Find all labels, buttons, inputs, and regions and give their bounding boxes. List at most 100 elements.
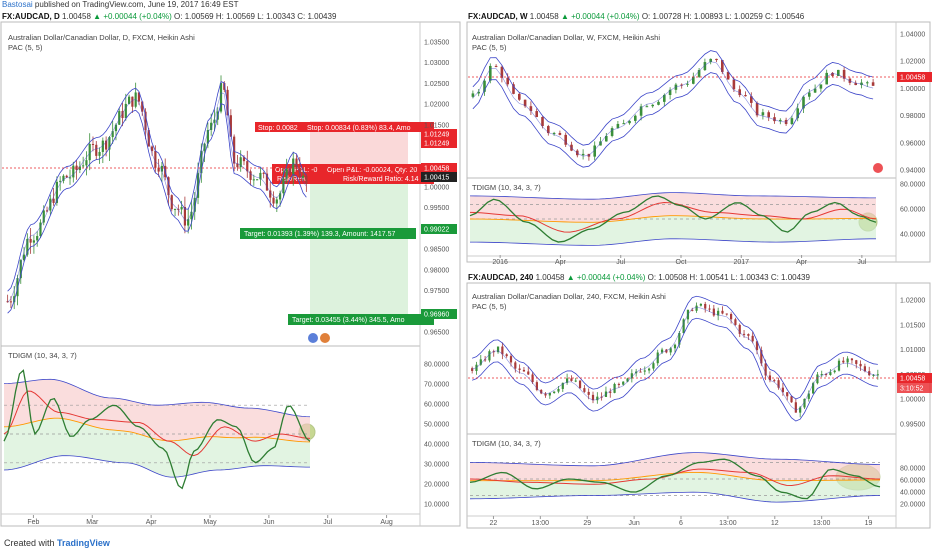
- pl-text-2: Open P&L: -0.00024, Qty: 20: [327, 167, 417, 174]
- left-panel-header: FX:AUDCAD, D 1.00458 ▲ +0.00044 (+0.04%)…: [2, 11, 462, 22]
- left-price-tag: [421, 224, 457, 234]
- h4-candle-body: [566, 378, 569, 383]
- left-ind-tick-label: 60.0000: [424, 402, 449, 409]
- stop-text-2: Stop: 0.00834 (0.83%) 83.4, Amo: [307, 125, 411, 132]
- left-candle-body: [265, 173, 269, 191]
- left-candle-body: [131, 96, 134, 107]
- weekly-ind-tick-label: 40.0000: [900, 232, 925, 239]
- left-candle-body: [275, 199, 278, 204]
- stop-box-1[interactable]: [255, 122, 305, 132]
- h4-candle-body: [583, 388, 586, 392]
- weekly-candle-body: [616, 123, 620, 129]
- h4-candle-body: [846, 358, 849, 363]
- h4-change: ▲ +0.00044 (+0.04%): [566, 273, 646, 282]
- weekly-time-label: 2017: [733, 259, 749, 266]
- h4-candle-body: [574, 380, 577, 382]
- left-price-tick-label: 0.98000: [424, 267, 449, 274]
- left-symbol[interactable]: FX:AUDCAD, D: [2, 12, 60, 21]
- left-price-tag: [421, 138, 457, 148]
- left-candle-body: [236, 163, 239, 168]
- left-candle-body: [154, 150, 157, 168]
- h4-pac-mid: [472, 306, 878, 411]
- h4-price-tag-label: 1.00458: [900, 376, 925, 383]
- h4-candle-body: [803, 398, 806, 408]
- weekly-time-label: Apr: [796, 259, 808, 266]
- left-candle-body: [121, 111, 124, 119]
- left-candle-body: [229, 115, 232, 137]
- h4-candle-body: [777, 380, 780, 388]
- target-box-1[interactable]: [240, 228, 416, 239]
- left-candle-body: [157, 167, 160, 172]
- left-candle-body: [160, 165, 164, 172]
- weekly-candle-body: [605, 135, 608, 142]
- weekly-candle-body: [686, 83, 689, 85]
- weekly-price-tick-label: 0.96000: [900, 140, 925, 147]
- left-candle-body: [55, 181, 58, 203]
- h4-price-tick-label: 1.00000: [900, 397, 925, 404]
- weekly-candle-body: [773, 117, 776, 122]
- author-link[interactable]: Bastosai: [2, 0, 33, 9]
- h4-ind-tick-label: 20.0000: [900, 502, 925, 509]
- left-ind-tick-label: 10.0000: [424, 502, 449, 509]
- left-candle-body: [118, 111, 121, 125]
- target-box-2[interactable]: [288, 314, 434, 325]
- stop-box-2[interactable]: [304, 122, 434, 132]
- weekly-candle-body: [494, 65, 498, 67]
- left-candle-body: [210, 122, 213, 130]
- h4-candle-body: [855, 360, 858, 364]
- left-pac-label: PAC (5, 5): [8, 43, 43, 52]
- event-flag-2[interactable]: [320, 333, 330, 343]
- weekly-time-label: Oct: [676, 259, 687, 266]
- target-text-2: Target: 0.03455 (3.44%) 345.5, Amo: [292, 317, 405, 324]
- h4-candle-body: [872, 374, 875, 376]
- h4-pac-upper: [472, 295, 878, 400]
- charts-canvas[interactable]: Australian Dollar/Canadian Dollar, D, FX…: [0, 0, 932, 536]
- h4-candle-body: [527, 371, 530, 375]
- weekly-candle-body: [726, 71, 730, 80]
- left-time-label: Mar: [86, 519, 99, 526]
- left-candle-body: [59, 180, 62, 182]
- left-candle-body: [278, 193, 282, 200]
- event-flag-1[interactable]: [308, 333, 318, 343]
- weekly-price-tag: [897, 72, 932, 82]
- left-candle-body: [242, 157, 246, 162]
- pl-box-1[interactable]: [272, 164, 324, 184]
- h4-price-tag: [897, 373, 932, 383]
- weekly-candle-body: [831, 72, 834, 76]
- weekly-candle-body: [697, 70, 701, 77]
- weekly-candle-body: [610, 128, 614, 136]
- h4-candle-body: [829, 372, 832, 376]
- left-pac-mid: [7, 92, 307, 303]
- event-flag-3[interactable]: [873, 163, 883, 173]
- left-price-tag: [421, 309, 457, 319]
- left-candle-body: [301, 175, 305, 178]
- left-candle-body: [223, 83, 226, 90]
- h4-candle-body: [751, 335, 754, 342]
- h4-price-tick-label: 1.01000: [900, 347, 925, 354]
- h4-candle-body: [773, 380, 776, 382]
- left-candle-body: [42, 210, 45, 223]
- h4-candle-body: [548, 393, 551, 396]
- footer: Created with TradingView: [0, 536, 932, 550]
- left-candle-body: [144, 111, 147, 131]
- h4-symbol[interactable]: FX:AUDCAD, 240: [468, 273, 534, 282]
- h4-candle-body: [591, 394, 595, 401]
- left-candle-body: [75, 165, 78, 171]
- event-flags[interactable]: [308, 163, 883, 343]
- weekly-symbol[interactable]: FX:AUDCAD, W: [468, 12, 528, 21]
- left-candle-body: [101, 140, 104, 152]
- left-change: ▲ +0.00044 (+0.04%): [93, 12, 172, 21]
- h4-price-tick-label: 1.01500: [900, 322, 925, 329]
- left-price-tick-label: 1.03500: [424, 40, 449, 47]
- weekly-candle-body: [796, 108, 799, 119]
- left-candle-body: [72, 165, 75, 178]
- pl-box-2[interactable]: [324, 164, 434, 184]
- tradingview-logo[interactable]: TradingView: [57, 538, 110, 548]
- weekly-price-tick-label: 1.00000: [900, 86, 925, 93]
- h4-time-label: 29: [583, 520, 591, 527]
- weekly-price-tick-label: 0.98000: [900, 113, 925, 120]
- weekly-candle-body: [599, 141, 602, 146]
- h4-candle-body: [755, 341, 759, 351]
- h4-rsi-line: [469, 458, 881, 500]
- h4-candle-body: [695, 305, 698, 311]
